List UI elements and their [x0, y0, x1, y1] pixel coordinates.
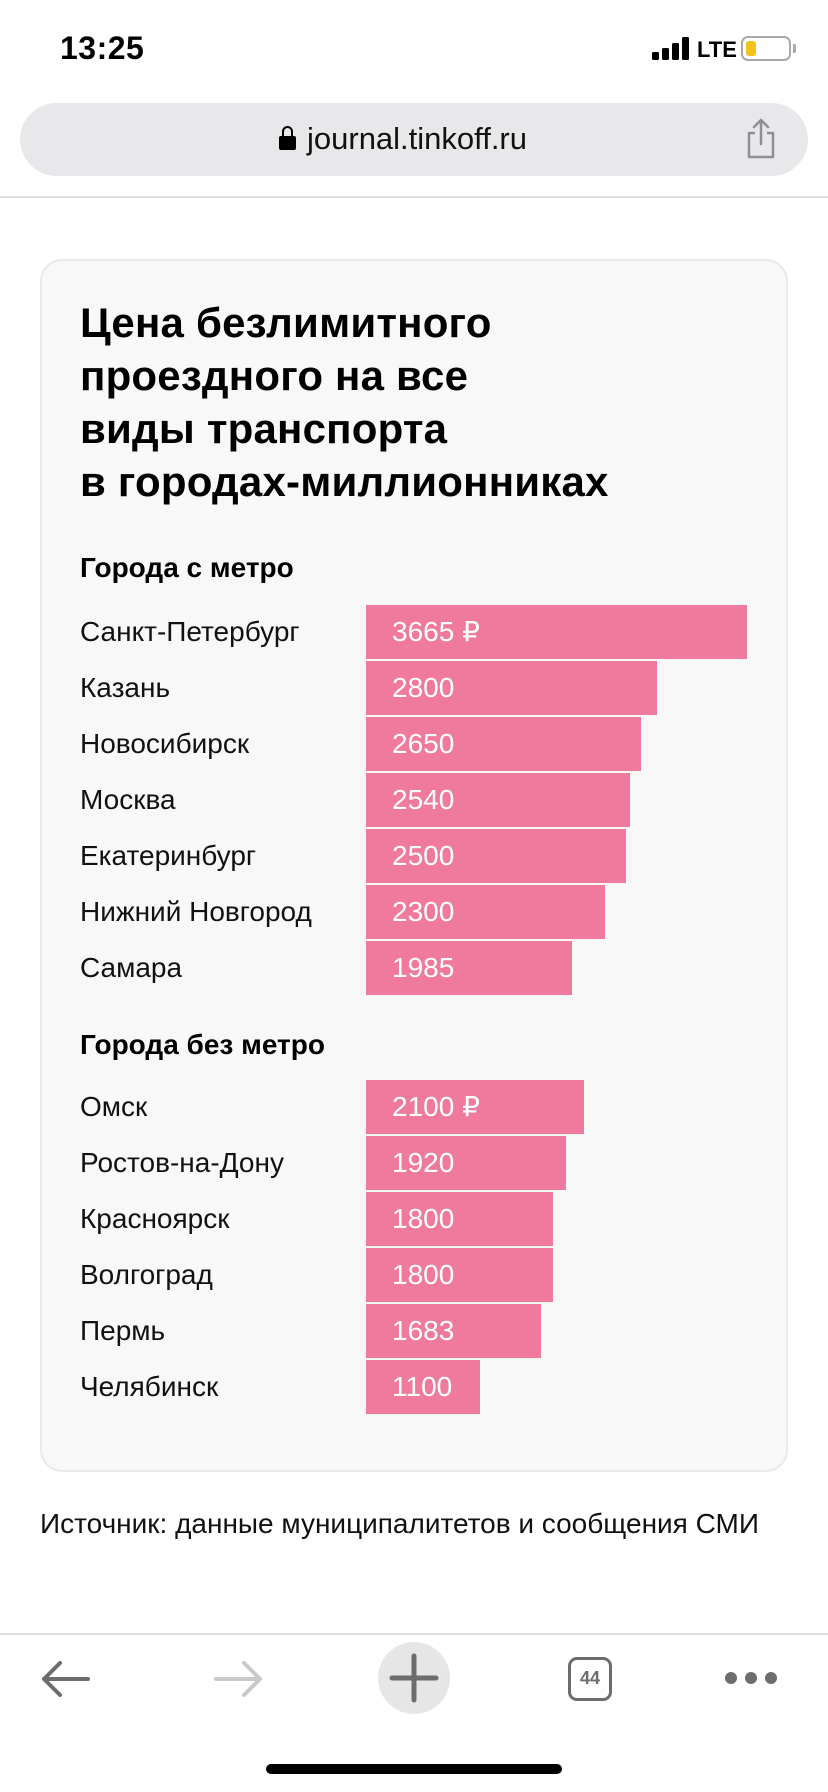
lock-icon [279, 126, 296, 150]
battery-icon [741, 36, 791, 61]
bar [366, 1192, 553, 1246]
bar [366, 717, 641, 771]
bar [366, 885, 605, 939]
chart-title-line: проездного на все [80, 352, 469, 399]
chart-title-line: в городах-миллионниках [80, 458, 609, 505]
share-icon[interactable] [745, 117, 777, 159]
chart-title-line: виды транспорта [80, 405, 448, 452]
more-icon[interactable] [722, 1668, 780, 1688]
bar-value-label: 2500 [392, 840, 455, 871]
bar [366, 1136, 566, 1190]
category-label: Нижний Новгород [80, 896, 312, 927]
signal-strength-icon [652, 36, 690, 60]
category-label: Санкт-Петербург [80, 616, 300, 647]
category-label: Омск [80, 1091, 148, 1122]
bar-value-label: 1800 [392, 1203, 455, 1234]
category-label: Самара [80, 952, 183, 983]
bar-value-label: 2100 ₽ [392, 1091, 480, 1122]
bar [366, 1304, 541, 1358]
bar-value-label: 1800 [392, 1259, 455, 1290]
section-title: Города без метро [80, 1029, 325, 1060]
category-label: Пермь [80, 1315, 166, 1346]
bar [366, 1080, 584, 1134]
address-bar[interactable] [20, 103, 808, 176]
chart-title-line: Цена безлимитного [80, 299, 492, 346]
bar-value-label: 2800 [392, 672, 455, 703]
bar [366, 773, 630, 827]
status-time: 13:25 [60, 30, 145, 66]
section-title: Города с метро [80, 552, 294, 583]
home-indicator [266, 1764, 562, 1774]
status-bar: 13:25 LTE [0, 0, 828, 96]
bar-value-label: 1985 [392, 952, 455, 983]
url-text[interactable]: journal.tinkoff.ru [307, 121, 527, 156]
category-label: Челябинск [80, 1371, 219, 1402]
category-label: Екатеринбург [80, 840, 257, 871]
bar-value-label: 2540 [392, 784, 455, 815]
bar-value-label: 2650 [392, 728, 455, 759]
bar-value-label: 1920 [392, 1147, 455, 1178]
category-label: Волгоград [80, 1259, 213, 1290]
category-label: Ростов-на-Дону [80, 1147, 284, 1178]
category-label: Казань [80, 672, 171, 703]
bar-value-label: 1683 [392, 1315, 455, 1346]
bar [366, 1248, 553, 1302]
bar [366, 661, 657, 715]
category-label: Красноярск [80, 1203, 230, 1234]
forward-arrow-icon[interactable] [212, 1657, 266, 1701]
header-divider [0, 196, 828, 198]
bar-value-label: 2300 [392, 896, 455, 927]
bar [366, 605, 747, 659]
category-label: Москва [80, 784, 176, 815]
bar [366, 1360, 480, 1414]
bar-value-label: 1100 [392, 1371, 453, 1402]
new-tab-button[interactable] [378, 1642, 450, 1714]
source-note: Источник: данные муниципалитетов и сообщ… [40, 1508, 759, 1539]
bar [366, 829, 626, 883]
battery-cap [793, 44, 796, 53]
bar-value-label: 3665 ₽ [392, 616, 480, 647]
chart-title: Цена безлимитного проездного на все виды… [80, 296, 680, 508]
category-label: Новосибирск [80, 728, 250, 759]
tabs-icon[interactable]: 44 [568, 1657, 612, 1701]
back-arrow-icon[interactable] [38, 1657, 92, 1701]
network-type: LTE [697, 37, 737, 62]
toolbar-divider [0, 1633, 828, 1635]
plus-icon [389, 1653, 439, 1703]
bar [366, 941, 572, 995]
